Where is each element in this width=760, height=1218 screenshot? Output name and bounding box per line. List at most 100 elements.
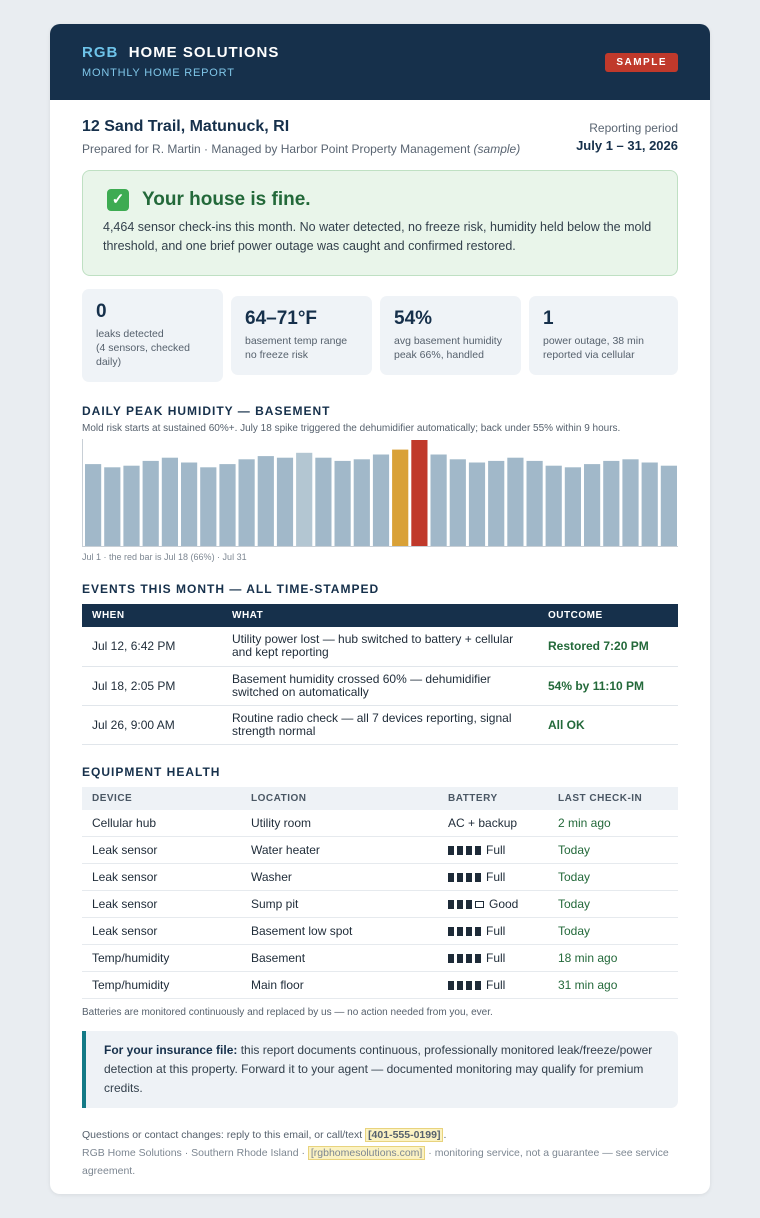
- stat-label: power outage, 38 min: [543, 335, 644, 347]
- prepared-for: Prepared for R. Martin · Managed by Harb…: [82, 142, 678, 156]
- status-text: 4,464 sensor check-ins this month. No wa…: [103, 220, 652, 253]
- stat-value: 1: [543, 308, 554, 329]
- humidity-bar: [123, 465, 140, 546]
- humidity-bar: [257, 456, 274, 546]
- device-name: Leak sensor: [82, 917, 241, 945]
- humidity-bar: [488, 460, 505, 546]
- check-icon: ✓: [107, 189, 129, 211]
- event-outcome: 54% by 11:10 PM: [538, 666, 678, 706]
- footer-disclaimer: · monitoring service, not a guarantee — …: [82, 1147, 669, 1177]
- humidity-section: DAILY PEAK HUMIDITY — BASEMENT Mold risk…: [82, 404, 678, 562]
- device-location: Basement low spot: [241, 917, 438, 945]
- equipment-section: EQUIPMENT HEALTH DEVICE LOCATION BATTERY…: [82, 764, 678, 1018]
- humidity-bar: [392, 449, 409, 546]
- humidity-bar: [411, 440, 428, 546]
- humidity-chart: [82, 439, 678, 547]
- brand-name: HOME SOLUTIONS: [128, 44, 280, 61]
- last-checkin: Today: [548, 917, 678, 945]
- event-outcome: Restored 7:20 PM: [538, 627, 678, 667]
- property-address: 12 Sand Trail, Matunuck, RI: [82, 118, 290, 135]
- col-when: WHEN: [82, 604, 222, 627]
- device-location: Sump pit: [241, 890, 438, 918]
- device-battery: Full: [438, 863, 548, 891]
- stat-value: 54%: [394, 308, 433, 329]
- phone-link[interactable]: [401-555-0199]: [365, 1128, 444, 1142]
- col-location: LOCATION: [241, 786, 438, 810]
- last-checkin: Today: [548, 890, 678, 918]
- col-what: WHAT: [222, 604, 538, 627]
- humidity-bar: [142, 460, 159, 546]
- table-row: Jul 18, 2:05 PM Basement humidity crosse…: [82, 666, 678, 706]
- stat-sublabel: peak 66%, handled: [394, 349, 484, 361]
- humidity-bar: [449, 459, 466, 546]
- footer: Questions or contact changes: reply to t…: [82, 1128, 669, 1177]
- humidity-bars: [85, 440, 677, 546]
- stat-sublabel: reported via cellular: [543, 349, 635, 361]
- insurance-lead: For your insurance file:: [104, 1043, 238, 1057]
- period-value: July 1 – 31, 2026: [576, 138, 678, 153]
- device-battery: Good: [438, 890, 548, 918]
- device-location: Basement: [241, 944, 438, 972]
- event-when: Jul 12, 6:42 PM: [82, 627, 222, 667]
- period-label: Reporting period: [589, 121, 678, 135]
- battery-status: Full: [486, 870, 506, 884]
- device-name: Leak sensor: [82, 890, 241, 918]
- event-what: Routine radio check — all 7 devices repo…: [222, 705, 538, 745]
- table-row: Jul 26, 9:00 AM Routine radio check — al…: [82, 705, 678, 745]
- device-battery: Full: [438, 944, 548, 972]
- event-outcome: All OK: [538, 705, 678, 745]
- footer-questions: Questions or contact changes: reply to t…: [82, 1129, 363, 1141]
- insurance-text: this report documents continuous, profes…: [104, 1043, 653, 1095]
- device-location: Utility room: [241, 809, 438, 837]
- humidity-bar: [296, 452, 313, 546]
- humidity-bar: [603, 460, 620, 546]
- battery-icon: [448, 951, 484, 965]
- reporting-period: Reporting period July 1 – 31, 2026: [576, 121, 678, 153]
- device-name: Temp/humidity: [82, 944, 241, 972]
- events-table: WHEN WHAT OUTCOME Jul 12, 6:42 PM Utilit…: [82, 604, 678, 745]
- stat-value: 0: [96, 301, 107, 322]
- device-name: Temp/humidity: [82, 971, 241, 999]
- battery-icon: [448, 924, 484, 938]
- stat-temp: 64–71°F basement temp range no freeze ris…: [231, 296, 372, 375]
- stat-value: 64–71°F: [245, 308, 318, 329]
- humidity-bar: [104, 467, 121, 546]
- humidity-bar: [219, 464, 236, 546]
- device-location: Main floor: [241, 971, 438, 999]
- sample-note: (sample): [473, 142, 521, 156]
- device-name: Leak sensor: [82, 836, 241, 864]
- last-checkin: Today: [548, 863, 678, 891]
- stat-power: 1 power outage, 38 min reported via cellu…: [529, 296, 678, 375]
- humidity-bar: [660, 465, 677, 546]
- last-checkin: 18 min ago: [548, 944, 678, 972]
- website-link[interactable]: [rgbhomesolutions.com]: [307, 1146, 426, 1160]
- last-checkin: 2 min ago: [548, 809, 678, 837]
- device-location: Washer: [241, 863, 438, 891]
- stat-label: basement temp range: [245, 335, 348, 347]
- humidity-bar: [238, 459, 255, 546]
- device-location: Water heater: [241, 836, 438, 864]
- event-what: Basement humidity crossed 60% — dehumidi…: [222, 666, 538, 706]
- table-row: Jul 12, 6:42 PM Utility power lost — hub…: [82, 627, 678, 667]
- humidity-bar: [526, 460, 543, 546]
- stat-label: avg basement humidity: [394, 335, 502, 347]
- prepared-text: Prepared for R. Martin · Managed by Harb…: [82, 142, 471, 156]
- humidity-bar: [200, 467, 217, 546]
- event-what: Utility power lost — hub switched to bat…: [222, 627, 538, 667]
- equipment-title: EQUIPMENT HEALTH: [82, 764, 221, 779]
- status-panel: ✓ Your house is fine. 4,464 sensor check…: [82, 170, 678, 276]
- insurance-callout: For your insurance file: this report doc…: [82, 1031, 678, 1108]
- table-row: Temp/humidity Main floor Full 31 min ago: [82, 971, 678, 999]
- events-title: EVENTS THIS MONTH — ALL TIME-STAMPED: [82, 582, 380, 596]
- table-row: Leak sensor Water heater Full Today: [82, 836, 678, 864]
- humidity-bar: [584, 464, 601, 546]
- chart-note: Mold risk starts at sustained 60%+. July…: [82, 423, 621, 434]
- device-battery: Full: [438, 836, 548, 864]
- humidity-bar: [545, 465, 562, 546]
- report-header: RGB HOME SOLUTIONS MONTHLY HOME REPORT S…: [50, 24, 710, 100]
- report-subtitle: MONTHLY HOME REPORT: [82, 67, 235, 79]
- last-checkin: Today: [548, 836, 678, 864]
- stats-row: 0 leaks detected (4 sensors, checked dail…: [82, 289, 678, 390]
- device-battery: Full: [438, 971, 548, 999]
- table-row: Leak sensor Washer Full Today: [82, 863, 678, 891]
